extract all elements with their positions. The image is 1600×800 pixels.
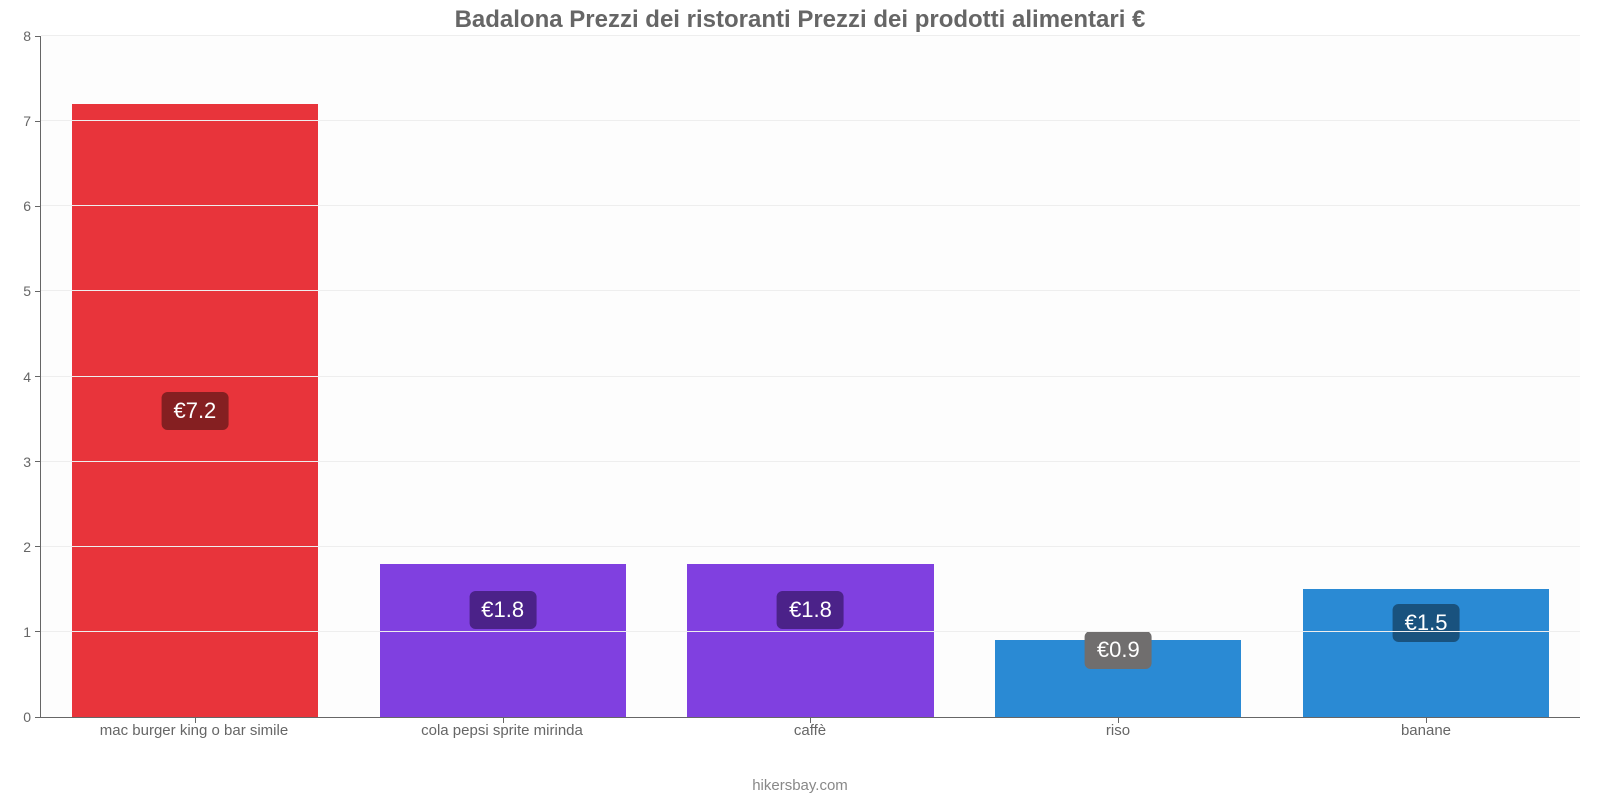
gridline xyxy=(41,290,1580,291)
bar-slot: €7.2 xyxy=(41,36,349,717)
bar-slot: €1.8 xyxy=(349,36,657,717)
bar: €1.8 xyxy=(380,564,626,717)
y-tick-label: 0 xyxy=(23,709,41,725)
gridline xyxy=(41,376,1580,377)
x-axis-label: caffè xyxy=(656,718,964,740)
gridline xyxy=(41,631,1580,632)
bar: €1.5 xyxy=(1303,589,1549,717)
bar-slot: €0.9 xyxy=(964,36,1272,717)
y-tick-label: 5 xyxy=(23,283,41,299)
bar-value-label: €7.2 xyxy=(161,392,228,430)
chart-credit: hikersbay.com xyxy=(0,777,1600,794)
bar-value-label: €1.8 xyxy=(777,591,844,629)
bar: €1.8 xyxy=(687,564,933,717)
chart-area: €7.2€1.8€1.8€0.9€1.5 012345678 mac burge… xyxy=(40,36,1580,740)
x-axis-label: riso xyxy=(964,718,1272,740)
gridline xyxy=(41,546,1580,547)
bars-container: €7.2 €1.8 €1.8 €0.9 €1.5 xyxy=(41,36,1580,717)
x-axis-label: cola pepsi sprite mirinda xyxy=(348,718,656,740)
gridline xyxy=(41,461,1580,462)
y-tick-label: 8 xyxy=(23,28,41,44)
y-tick-label: 2 xyxy=(23,539,41,555)
gridline xyxy=(41,205,1580,206)
gridline xyxy=(41,35,1580,36)
y-tick-label: 7 xyxy=(23,113,41,129)
x-axis-labels: mac burger king o bar similecola pepsi s… xyxy=(40,718,1580,740)
y-tick-label: 4 xyxy=(23,369,41,385)
x-axis-label: mac burger king o bar simile xyxy=(40,718,348,740)
bar-value-label: €0.9 xyxy=(1085,631,1152,669)
bar-value-label: €1.8 xyxy=(469,591,536,629)
y-tick-label: 6 xyxy=(23,198,41,214)
bar-slot: €1.5 xyxy=(1272,36,1580,717)
bar: €0.9 xyxy=(995,640,1241,717)
plot-area: €7.2€1.8€1.8€0.9€1.5 012345678 xyxy=(40,36,1580,718)
x-axis-label: banane xyxy=(1272,718,1580,740)
y-tick-label: 1 xyxy=(23,624,41,640)
bar-value-label: €1.5 xyxy=(1393,604,1460,642)
bar-slot: €1.8 xyxy=(657,36,965,717)
chart-title: Badalona Prezzi dei ristoranti Prezzi de… xyxy=(0,0,1600,34)
gridline xyxy=(41,120,1580,121)
bar: €7.2 xyxy=(72,104,318,717)
y-tick-label: 3 xyxy=(23,454,41,470)
